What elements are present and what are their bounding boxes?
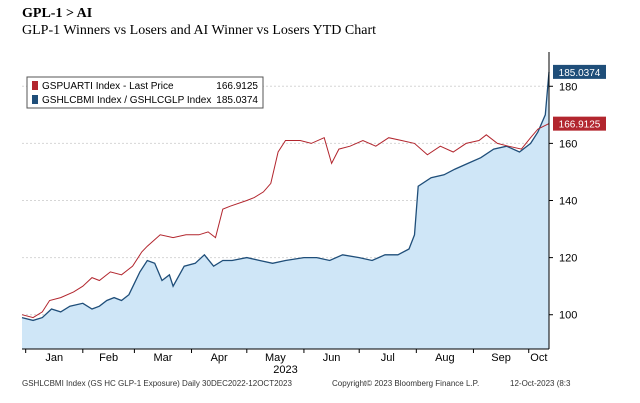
end-label-ai: 166.9125 bbox=[559, 120, 601, 131]
series-area-glp1 bbox=[22, 71, 549, 350]
y-tick-label: 120 bbox=[559, 253, 577, 265]
legend-value-ai: 166.9125 bbox=[216, 81, 258, 92]
legend-label-ai: GSPUARTI Index - Last Price bbox=[42, 81, 174, 92]
y-tick-label: 140 bbox=[559, 196, 577, 208]
footer-copyright: Copyright© 2023 Bloomberg Finance L.P. bbox=[332, 379, 480, 388]
x-tick-label: Jun bbox=[323, 352, 341, 364]
x-tick-label: Apr bbox=[211, 352, 228, 364]
legend-swatch-glp1 bbox=[32, 95, 38, 104]
footer-source: GSHLCBMI Index (GS HC GLP-1 Exposure) Da… bbox=[22, 379, 292, 388]
end-label-glp1: 185.0374 bbox=[559, 68, 601, 79]
legend-swatch-ai bbox=[32, 81, 38, 90]
series-line-ai bbox=[21, 123, 550, 319]
chart-footer: GSHLCBMI Index (GS HC GLP-1 Exposure) Da… bbox=[22, 379, 627, 391]
end-label-glp1-bg bbox=[553, 64, 606, 79]
y-tick-label: 180 bbox=[559, 81, 577, 93]
y-tick-label: 100 bbox=[559, 310, 577, 322]
chart-title: GPL-1 > AI bbox=[22, 6, 93, 21]
y-tick-label: 160 bbox=[559, 138, 577, 150]
x-tick-label: Jan bbox=[45, 352, 63, 364]
chart-subtitle: GLP-1 Winners vs Losers and AI Winner vs… bbox=[22, 23, 377, 38]
x-tick-label: Feb bbox=[99, 352, 118, 364]
x-tick-label: Sep bbox=[491, 352, 511, 364]
legend-label-glp1: GSHLCBMI Index / GSHLCGLP Index bbox=[42, 95, 211, 106]
legend-value-glp1: 185.0374 bbox=[216, 95, 258, 106]
end-label-ai-bg bbox=[553, 116, 606, 131]
x-tick-label: Mar bbox=[153, 352, 172, 364]
x-year-label: 2023 bbox=[273, 364, 297, 376]
x-tick-label: Aug bbox=[435, 352, 455, 364]
series-line-glp1 bbox=[21, 71, 550, 322]
x-tick-label: May bbox=[265, 352, 286, 364]
footer-date: 12-Oct-2023 (8:3 bbox=[510, 379, 571, 388]
legend-box bbox=[26, 76, 264, 109]
x-tick-label: Jul bbox=[381, 352, 395, 364]
x-tick-label: Oct bbox=[530, 352, 547, 364]
